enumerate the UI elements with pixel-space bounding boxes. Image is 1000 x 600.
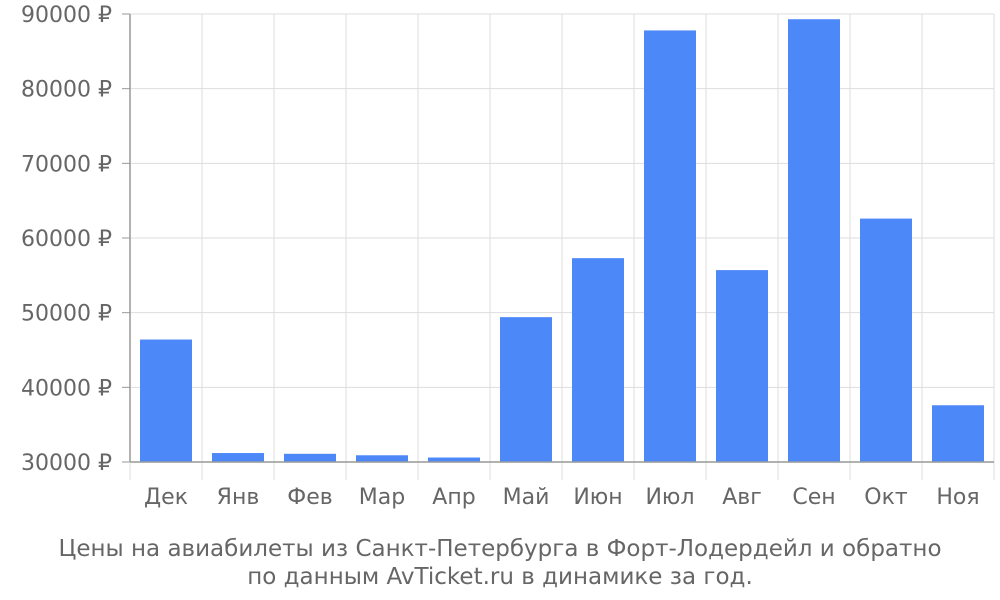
chart-caption-line-2: по данным AvTicket.ru в динамике за год. — [247, 564, 753, 590]
y-tick-label: 80000 ₽ — [21, 78, 112, 103]
bar-8 — [644, 30, 696, 462]
x-tick-label: Янв — [217, 485, 260, 510]
chart-caption-line-1: Цены на авиабилеты из Санкт-Петербурга в… — [58, 536, 941, 562]
bar-1 — [140, 339, 192, 462]
bar-3 — [284, 453, 336, 462]
bar-6 — [500, 317, 552, 462]
x-tick-label: Авг — [722, 485, 762, 510]
bar-12 — [932, 405, 984, 462]
x-tick-label: Май — [503, 485, 550, 510]
x-tick-label: Фев — [287, 485, 332, 510]
x-tick-label: Окт — [864, 485, 908, 510]
y-tick-label: 30000 ₽ — [21, 451, 112, 476]
bar-4 — [356, 455, 408, 462]
x-tick-label: Дек — [144, 485, 188, 510]
y-tick-label: 50000 ₽ — [21, 302, 112, 327]
y-tick-label: 60000 ₽ — [21, 227, 112, 252]
y-tick-label: 70000 ₽ — [21, 152, 112, 177]
bar-9 — [716, 270, 768, 462]
x-tick-label: Сен — [792, 485, 835, 510]
x-tick-labels: Дек Янв Фев Мар Апр Май Июн Июл Авг Сен Окт Ноя — [144, 485, 980, 510]
y-tick-label: 90000 ₽ — [21, 3, 112, 28]
x-tick-label: Мар — [359, 485, 405, 510]
y-tick-label: 40000 ₽ — [21, 376, 112, 401]
bar-2 — [212, 453, 264, 462]
x-tick-label: Ноя — [936, 485, 979, 510]
bar-5 — [428, 457, 480, 462]
x-tick-label: Июн — [573, 485, 622, 510]
x-tick-label: Апр — [432, 485, 475, 510]
y-tick-labels: 30000 ₽ 40000 ₽ 50000 ₽ 60000 ₽ 70000 ₽ 80000… — [21, 3, 112, 476]
axis-layer — [122, 13, 995, 480]
bar-10 — [788, 19, 840, 463]
grid-layer — [129, 13, 995, 463]
x-tick-label: Июл — [645, 485, 694, 510]
bars-layer — [140, 19, 984, 463]
bar-7 — [572, 258, 624, 462]
bar-11 — [860, 218, 912, 462]
